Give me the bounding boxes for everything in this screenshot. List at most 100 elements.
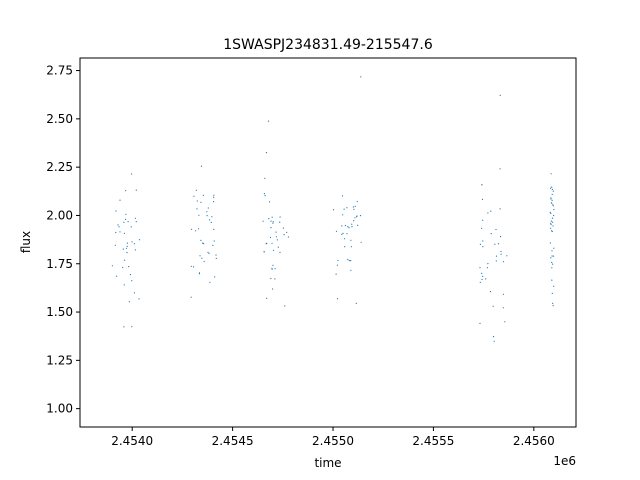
data-point [551,261,553,264]
data-point [551,267,553,269]
y-axis-label: flux [19,231,33,253]
data-point [198,228,200,230]
data-point [495,228,497,231]
data-point [550,222,552,224]
data-point [268,218,270,220]
data-point [499,208,501,210]
data-point [269,236,272,238]
data-point [552,263,554,265]
chart-title: 1SWASPJ234831.49-215547.6 [223,37,433,53]
plot-frame [79,57,577,428]
data-point [272,221,274,223]
data-point [356,215,358,217]
data-point [552,255,555,257]
data-point [335,273,337,275]
data-point [495,260,497,262]
data-point [551,217,554,219]
data-point [130,226,132,228]
x-tick-label: 2.4555 [412,434,454,448]
data-point [502,261,505,263]
data-point [123,221,125,223]
data-point [551,292,553,294]
data-point [195,189,197,191]
data-point [198,214,200,216]
data-point [209,219,211,221]
data-point [494,243,496,245]
data-point [332,209,335,211]
data-point [346,233,348,235]
data-point [264,195,266,197]
data-point [270,277,272,280]
data-point [550,198,552,200]
data-point [119,199,121,201]
data-point [133,243,135,245]
data-point [506,255,508,257]
data-point [549,242,552,244]
data-point [342,214,344,216]
data-point [350,239,352,241]
data-point [550,187,552,189]
data-point [550,230,553,232]
data-point [129,274,132,276]
data-point [550,173,552,175]
data-point [214,276,216,278]
data-point [479,281,481,283]
data-point [190,296,192,298]
data-point [549,211,551,213]
data-point [213,196,215,198]
data-point [264,177,266,179]
y-tick-label: 1.25 [46,353,73,367]
data-point [499,94,501,96]
data-point [551,279,553,281]
data-point [272,249,275,251]
data-point [284,305,286,307]
data-point [200,165,203,167]
y-tick-label: 2.25 [46,160,73,174]
data-point [283,234,285,236]
data-point [341,195,344,197]
data-point [115,210,117,212]
data-point [133,292,135,294]
data-point [272,264,274,266]
data-point [211,216,213,218]
data-point [551,188,554,190]
data-point [337,259,339,262]
data-point [492,336,495,338]
data-point [208,252,210,255]
data-point [190,228,193,230]
data-point [271,216,273,218]
data-point [553,208,555,211]
data-point [348,260,350,262]
x-axis-ticks: 2.4540 2.4545 2.4550 2.4555 2.4560 [111,427,555,448]
data-point [271,268,273,270]
data-point [131,280,133,282]
data-point [118,226,120,228]
data-point [114,244,116,246]
data-point [128,266,130,268]
data-point [198,272,201,274]
data-point [123,284,125,286]
data-point [131,173,133,175]
data-point [128,301,130,303]
data-point [201,257,203,259]
data-point [552,302,554,304]
x-axis-label: time [314,456,341,470]
data-point [346,207,348,209]
data-point [481,198,484,200]
data-point [277,246,279,248]
data-point [202,242,204,244]
x-axis-offset-label: 1e6 [553,454,576,468]
data-point [343,208,345,210]
data-point [213,240,215,242]
data-point [492,305,494,307]
data-point [275,236,277,238]
data-point [482,246,484,248]
data-point [352,206,354,208]
data-point [500,250,502,253]
data-point [209,281,211,283]
data-point [126,245,128,247]
x-tick-label: 2.4545 [212,434,254,448]
y-tick-label: 1.50 [46,305,73,319]
data-point [553,285,555,287]
data-point [119,231,121,233]
